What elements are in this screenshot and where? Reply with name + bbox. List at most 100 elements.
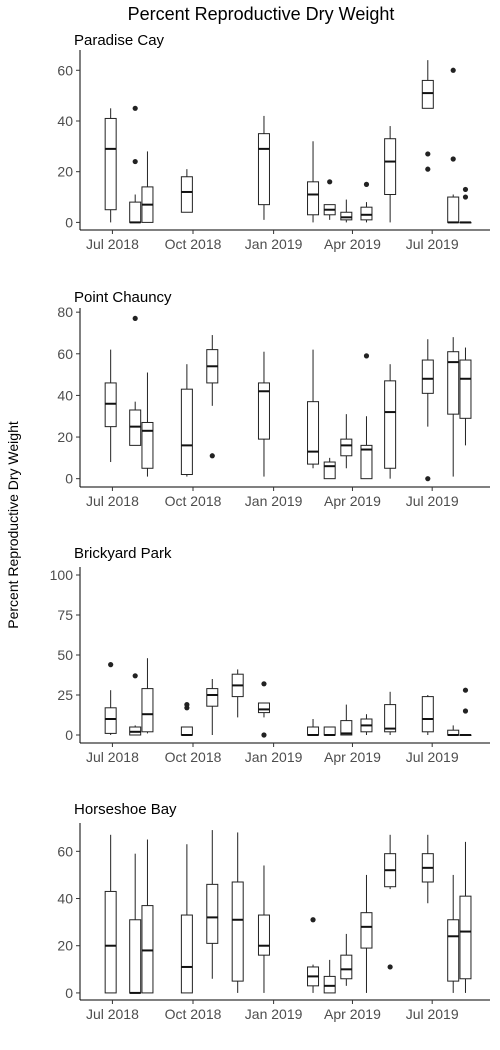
y-tick-label: 60 [57, 843, 73, 859]
x-tick-label: Oct 2018 [165, 236, 222, 252]
boxplot [421, 695, 434, 735]
x-tick-label: Jul 2018 [86, 749, 139, 765]
box [421, 359, 434, 394]
y-tick-label: 20 [57, 938, 73, 954]
boxplot [231, 669, 244, 718]
boxplot [141, 151, 154, 223]
outlier-point [462, 194, 469, 200]
boxplot [360, 181, 373, 223]
boxplot [323, 959, 336, 994]
panel-brickyard-park: Brickyard Park 0 25 50 75 100 Jul 2018 Oct 2018… [50, 545, 490, 765]
boxplot [104, 349, 117, 463]
outlier-point [363, 181, 370, 187]
panel-title: Paradise Cay [74, 32, 165, 49]
box [459, 895, 472, 980]
boxplot [360, 353, 373, 480]
box [384, 380, 397, 469]
box [141, 688, 154, 733]
chart-title: Percent Reproductive Dry Weight [128, 4, 395, 24]
boxplot [421, 834, 434, 904]
boxplot [180, 702, 193, 736]
outlier-point [462, 708, 469, 714]
outlier-point [132, 105, 138, 111]
y-axis-label: Percent Reproductive Dry Weight [5, 421, 21, 629]
boxplot [323, 457, 336, 480]
boxplot [141, 839, 154, 994]
outlier-point [425, 476, 431, 482]
boxplot [206, 335, 219, 459]
y-tick-label: 75 [57, 607, 73, 623]
x-tick-label: Apr 2019 [324, 493, 381, 509]
boxplot [421, 60, 434, 172]
boxplot [307, 917, 320, 993]
panel-title: Brickyard Park [74, 545, 172, 562]
boxplot [257, 865, 270, 993]
boxplot [129, 105, 142, 224]
boxplot [340, 414, 353, 469]
boxplot [257, 681, 270, 738]
boxplot [104, 662, 117, 735]
box [421, 79, 434, 109]
box [340, 438, 353, 457]
boxplot [141, 658, 154, 734]
y-tick-label: 80 [57, 304, 73, 320]
x-tick-label: Jul 2018 [86, 1006, 139, 1022]
boxplot [384, 834, 397, 970]
boxplot [104, 108, 117, 223]
box [340, 954, 353, 980]
outlier-point [209, 453, 215, 459]
x-tick-label: Jan 2019 [245, 493, 303, 509]
box [360, 912, 373, 949]
boxplot [129, 673, 142, 736]
boxplot [257, 115, 270, 220]
box [257, 914, 270, 956]
box [104, 707, 117, 734]
boxplot [307, 349, 320, 469]
x-tick-label: Jul 2019 [406, 236, 459, 252]
x-tick-label: Apr 2019 [324, 1006, 381, 1022]
boxplot [307, 719, 320, 736]
box [447, 196, 460, 223]
x-tick-label: Oct 2018 [165, 1006, 222, 1022]
y-tick-label: 0 [65, 214, 73, 230]
box [459, 359, 472, 419]
outlier-point [425, 151, 431, 157]
outlier-point [108, 662, 114, 668]
box [104, 890, 117, 994]
boxplot [459, 186, 472, 224]
boxplot [141, 372, 154, 477]
outlier-point [132, 315, 138, 322]
panels-group: Paradise Cay 0 20 40 60 Jul 2018 Oct 2018 Jan 2… [50, 32, 490, 1022]
panel-horseshoe-bay: Horseshoe Bay 0 20 40 60 Jul 2018 Oct 2018 Jan … [57, 801, 490, 1022]
y-tick-label: 60 [57, 346, 73, 362]
box [360, 206, 373, 221]
boxplot [257, 351, 270, 477]
boxplot [360, 714, 373, 735]
box [340, 720, 353, 736]
box [180, 388, 193, 476]
y-tick-label: 0 [65, 727, 73, 743]
x-tick-label: Apr 2019 [324, 749, 381, 765]
boxplot [447, 67, 460, 224]
box [323, 461, 336, 480]
box [257, 702, 270, 714]
panel-title: Horseshoe Bay [74, 801, 177, 818]
box [129, 201, 142, 223]
boxplot [180, 844, 193, 994]
box [257, 133, 270, 206]
y-tick-label: 40 [57, 113, 73, 129]
x-tick-label: Jan 2019 [245, 749, 303, 765]
y-tick-label: 40 [57, 387, 73, 403]
boxplot [231, 832, 244, 993]
outlier-point [132, 158, 138, 165]
box [206, 883, 219, 944]
boxplot [360, 874, 373, 993]
boxplot [180, 169, 193, 213]
x-tick-label: Jul 2018 [86, 236, 139, 252]
box [129, 919, 142, 994]
y-tick-label: 60 [57, 62, 73, 78]
boxplot [104, 834, 117, 994]
box [323, 726, 336, 736]
outlier-point [462, 186, 469, 193]
